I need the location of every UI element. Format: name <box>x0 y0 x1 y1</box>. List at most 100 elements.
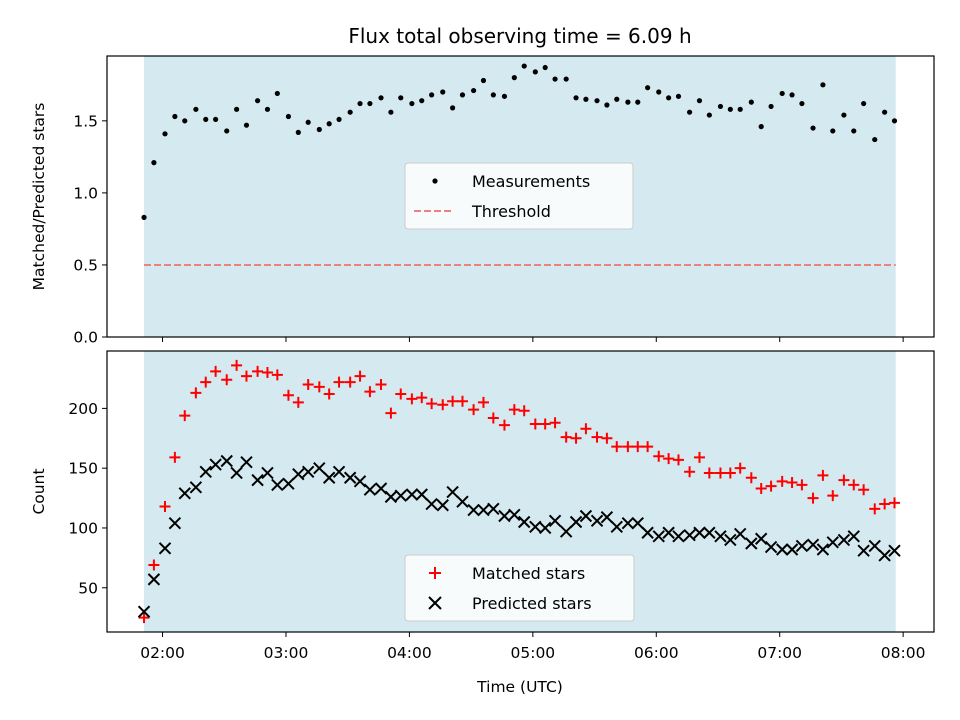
matched-stars-point <box>817 469 829 481</box>
measurement-point <box>841 112 847 118</box>
measurement-point <box>656 89 662 95</box>
y-tick-label: 200 <box>68 400 98 418</box>
measurement-point <box>264 106 271 112</box>
ratio-legend-box <box>404 162 634 230</box>
measurement-point <box>625 99 631 105</box>
measurement-point <box>706 112 712 118</box>
predicted-stars-point <box>559 525 573 538</box>
matched-stars-point <box>672 454 684 466</box>
count-legend-box <box>404 554 635 622</box>
measurement-point <box>409 100 415 107</box>
ratio-panel: 0.0 0.5 1.0 1.5 Matched/Predicted stars Mea… <box>30 55 935 347</box>
predicted-stars-point <box>652 530 665 543</box>
measurement-point <box>326 121 332 127</box>
predicted-stars-point <box>785 543 799 556</box>
matched-stars-point <box>416 392 428 404</box>
predicted-stars-point <box>271 478 284 492</box>
predicted-stars-point <box>261 466 274 480</box>
matched-stars-point <box>776 475 788 487</box>
measurement-point <box>316 126 322 133</box>
matched-stars-point <box>395 388 407 400</box>
x-tick-label: 07:00 <box>757 644 802 662</box>
predicted-stars-point <box>745 537 758 550</box>
measurement-point <box>748 99 754 105</box>
matched-stars-point <box>159 500 171 512</box>
measurement-point <box>594 98 600 104</box>
predicted-stars-point <box>313 461 326 475</box>
measurement-point <box>151 160 157 166</box>
matched-stars-point <box>684 466 696 478</box>
measurement-point <box>182 118 188 124</box>
matched-stars-point <box>869 503 881 515</box>
y-tick-label: 1.0 <box>73 184 98 202</box>
ratio-legend: Measurements Threshold <box>404 162 634 230</box>
predicted-stars-point <box>857 544 870 557</box>
measurement-point <box>243 122 250 128</box>
predicted-stars-point <box>693 526 706 539</box>
matched-stars-point <box>539 418 551 430</box>
measurement-point <box>224 128 230 134</box>
measurement-point <box>203 116 209 123</box>
matched-stars-point <box>364 386 376 398</box>
measurement-point <box>470 87 477 94</box>
predicted-stars-point <box>178 487 191 500</box>
matched-stars-point <box>302 378 314 390</box>
matched-stars-point <box>200 376 212 388</box>
matched-stars-point <box>261 367 273 379</box>
matched-stars-point <box>292 396 304 408</box>
predicted-stars-point <box>220 454 233 468</box>
predicted-stars-point <box>394 489 407 502</box>
measurement-point <box>162 131 168 137</box>
ratio-panel-frame <box>106 55 935 338</box>
measurement-point <box>141 214 147 220</box>
matched-stars-point <box>282 389 294 401</box>
predicted-stars-point <box>662 526 675 539</box>
predicted-stars-point <box>714 530 727 543</box>
predicted-stars-point <box>826 536 839 549</box>
matched-stars-point <box>622 441 634 453</box>
predicted-stars-point <box>610 520 623 533</box>
matched-stars-point <box>807 492 819 504</box>
measurement-point <box>635 99 641 105</box>
measurement-point <box>234 106 240 112</box>
predicted-stars-point <box>569 515 583 529</box>
predicted-stars-point <box>405 488 419 501</box>
x-tick-label: 06:00 <box>634 644 679 662</box>
measurement-point <box>172 113 178 120</box>
measurement-point <box>532 69 538 75</box>
predicted-stars-point <box>600 511 614 524</box>
measurement-point <box>604 102 610 108</box>
predicted-stars-point <box>168 516 182 530</box>
predicted-stars-point <box>754 532 768 545</box>
predicted-stars-point <box>322 471 336 484</box>
matched-stars-point <box>714 467 726 479</box>
measurement-point <box>367 100 373 107</box>
x-tick-label: 04:00 <box>387 644 432 662</box>
x-tick-label: 08:00 <box>881 644 926 662</box>
matched-stars-point <box>755 483 767 495</box>
predicted-stars-point <box>878 549 891 562</box>
matched-stars-point <box>632 441 644 453</box>
predicted-stars-point <box>847 530 860 543</box>
predicted-stars-point <box>240 455 253 469</box>
measurement-point <box>737 106 743 112</box>
predicted-stars-point <box>590 514 604 528</box>
predicted-stars-point <box>292 467 305 481</box>
predicted-stars-point <box>251 473 264 487</box>
predicted-stars-point <box>189 481 203 494</box>
measurement-point <box>511 75 517 81</box>
matched-stars-point <box>838 474 850 486</box>
measurement-point <box>891 118 898 124</box>
matched-stars-point <box>477 396 489 408</box>
predicted-stars-point <box>415 488 428 501</box>
measurement-point <box>450 105 456 111</box>
measurement-point <box>675 93 682 99</box>
measurement-point <box>295 129 301 135</box>
measurement-point <box>521 63 527 69</box>
matched-stars-point <box>529 418 541 430</box>
predicted-stars-point <box>363 483 377 496</box>
measurement-point <box>274 90 280 97</box>
predicted-stars-point <box>137 605 151 618</box>
measurement-point <box>820 82 826 88</box>
predicted-stars-point <box>724 533 737 547</box>
